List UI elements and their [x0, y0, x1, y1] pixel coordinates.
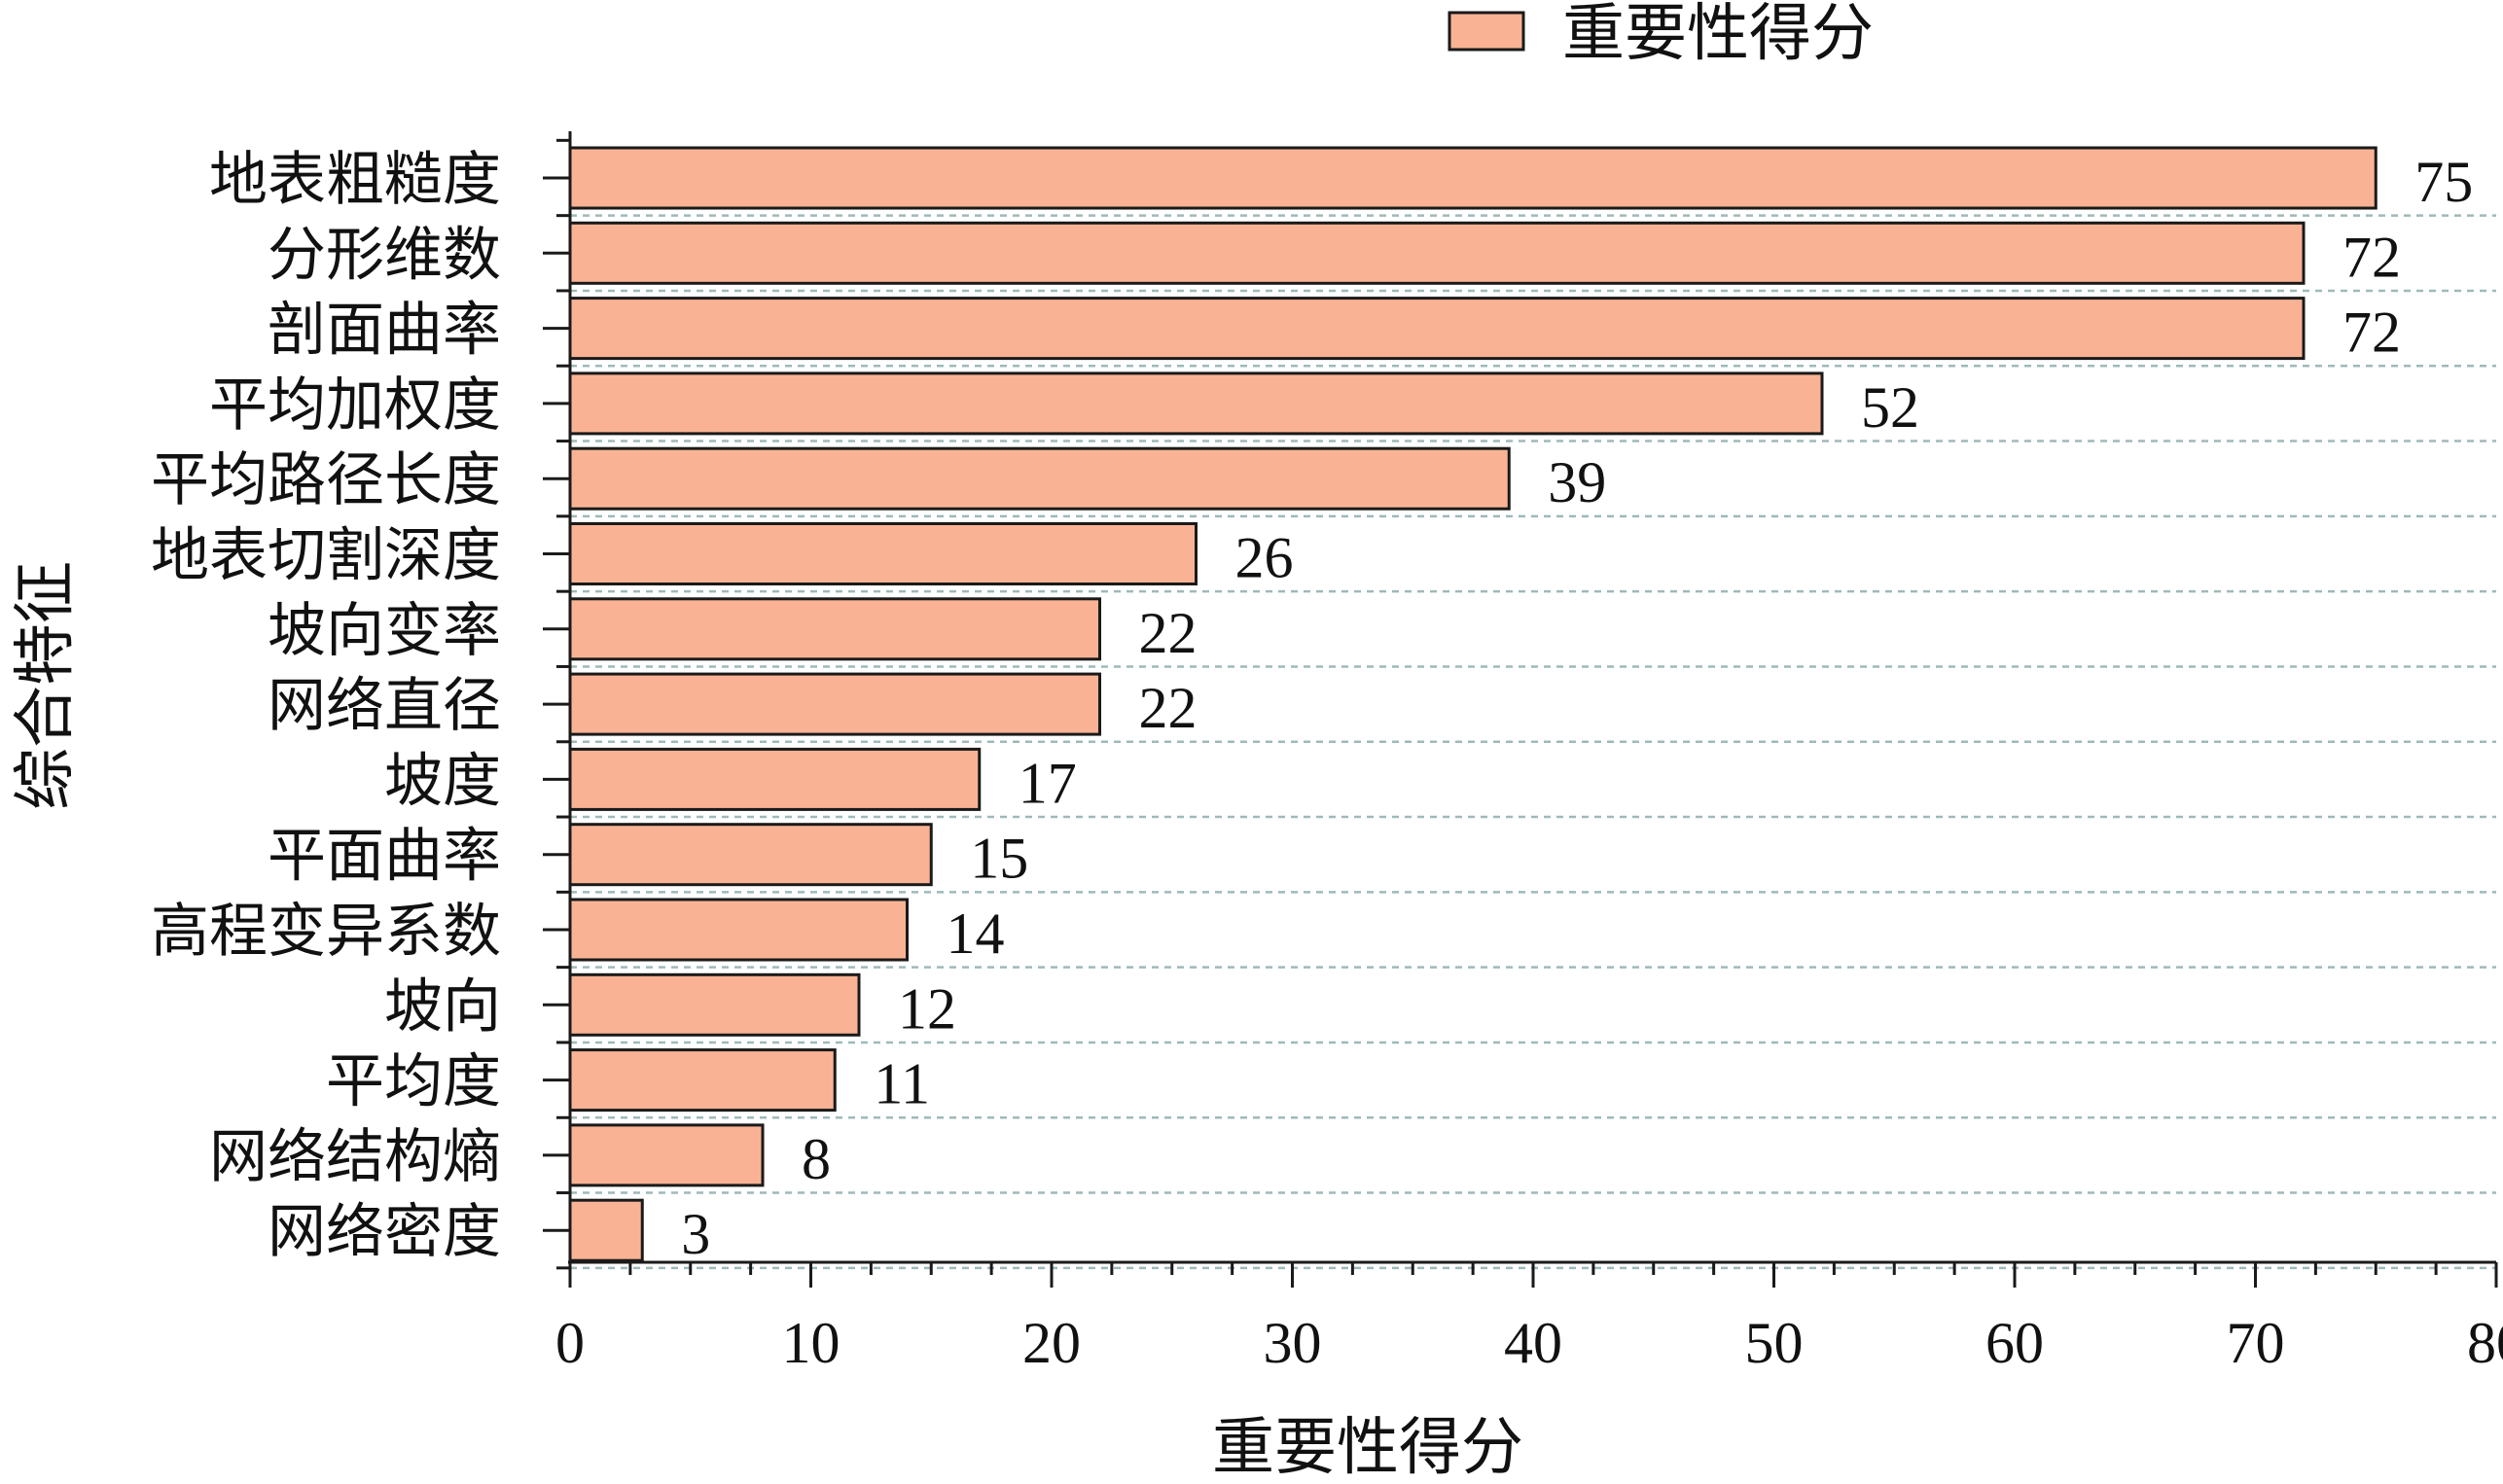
category-label: 高程变异系数: [151, 900, 501, 964]
bar: [568, 446, 1511, 511]
category-label: 地表切割深度: [151, 524, 501, 588]
data-label: 17: [1019, 751, 1077, 815]
bar: [568, 1123, 765, 1187]
bar: [568, 371, 1824, 436]
category-label: 网络密度: [268, 1200, 501, 1264]
x-tick-label: 50: [1745, 1311, 1804, 1375]
data-label: 8: [802, 1127, 831, 1191]
legend-swatch: [1448, 11, 1525, 52]
x-tick-label: 20: [1022, 1311, 1081, 1375]
category-label: 分形维数: [268, 223, 501, 287]
data-label: 22: [1139, 676, 1198, 740]
data-label: 72: [2342, 225, 2401, 289]
data-label: 39: [1548, 450, 1606, 514]
x-tick-label: 40: [1504, 1311, 1562, 1375]
category-label: 坡向: [384, 974, 501, 1039]
category-label: 平均加权度: [209, 373, 501, 438]
bar: [568, 221, 2306, 285]
legend-label: 重要性得分: [1562, 0, 1874, 68]
category-label: 坡度: [384, 749, 501, 813]
bar: [568, 597, 1101, 661]
x-tick-label: 30: [1264, 1311, 1322, 1375]
bar: [568, 898, 909, 962]
x-tick-label: 0: [555, 1311, 585, 1375]
x-tick-label: 80: [2467, 1311, 2503, 1375]
category-label: 网络直径: [268, 674, 501, 738]
data-label: 52: [1861, 375, 1919, 440]
x-tick-label: 60: [1985, 1311, 2044, 1375]
category-label: 网络结构熵: [209, 1125, 501, 1189]
bar: [568, 972, 861, 1037]
bar: [568, 1048, 837, 1113]
category-label: 剖面曲率: [268, 299, 501, 363]
category-label: 坡向变率: [268, 599, 501, 663]
data-label: 72: [2342, 300, 2401, 365]
data-label: 22: [1139, 601, 1198, 665]
y-ticks: 地表粗糙度分形维数剖面曲率平均加权度平均路径长度地表切割深度坡向变率网络直径坡度…: [151, 138, 570, 1270]
bar: [568, 522, 1198, 585]
data-label: 12: [898, 976, 956, 1041]
data-label: 3: [681, 1202, 710, 1266]
data-label: 11: [874, 1052, 930, 1116]
category-label: 平均度: [326, 1050, 501, 1114]
bar: [568, 1198, 644, 1262]
data-label: 26: [1235, 526, 1294, 590]
data-label: 15: [970, 827, 1028, 891]
x-ticks: 0 10 20 30 40 50 60 70 80: [555, 1262, 2503, 1375]
bar: [568, 146, 2378, 210]
category-label: 平面曲率: [268, 825, 501, 889]
bars: [568, 146, 2378, 1262]
data-label: 75: [2414, 150, 2473, 214]
legend: 重要性得分: [1448, 0, 1874, 68]
x-tick-label: 70: [2227, 1311, 2285, 1375]
data-label: 14: [947, 901, 1005, 966]
bar: [568, 297, 2306, 361]
category-label: 平均路径长度: [151, 448, 501, 512]
category-label: 地表粗糙度: [209, 148, 501, 212]
bar: [568, 672, 1101, 736]
x-tick-label: 10: [782, 1311, 840, 1375]
bar: [568, 823, 933, 887]
x-axis-title: 重要性得分: [1212, 1413, 1523, 1482]
y-axis-title: 综合特征: [11, 561, 80, 810]
bar: [568, 747, 982, 811]
